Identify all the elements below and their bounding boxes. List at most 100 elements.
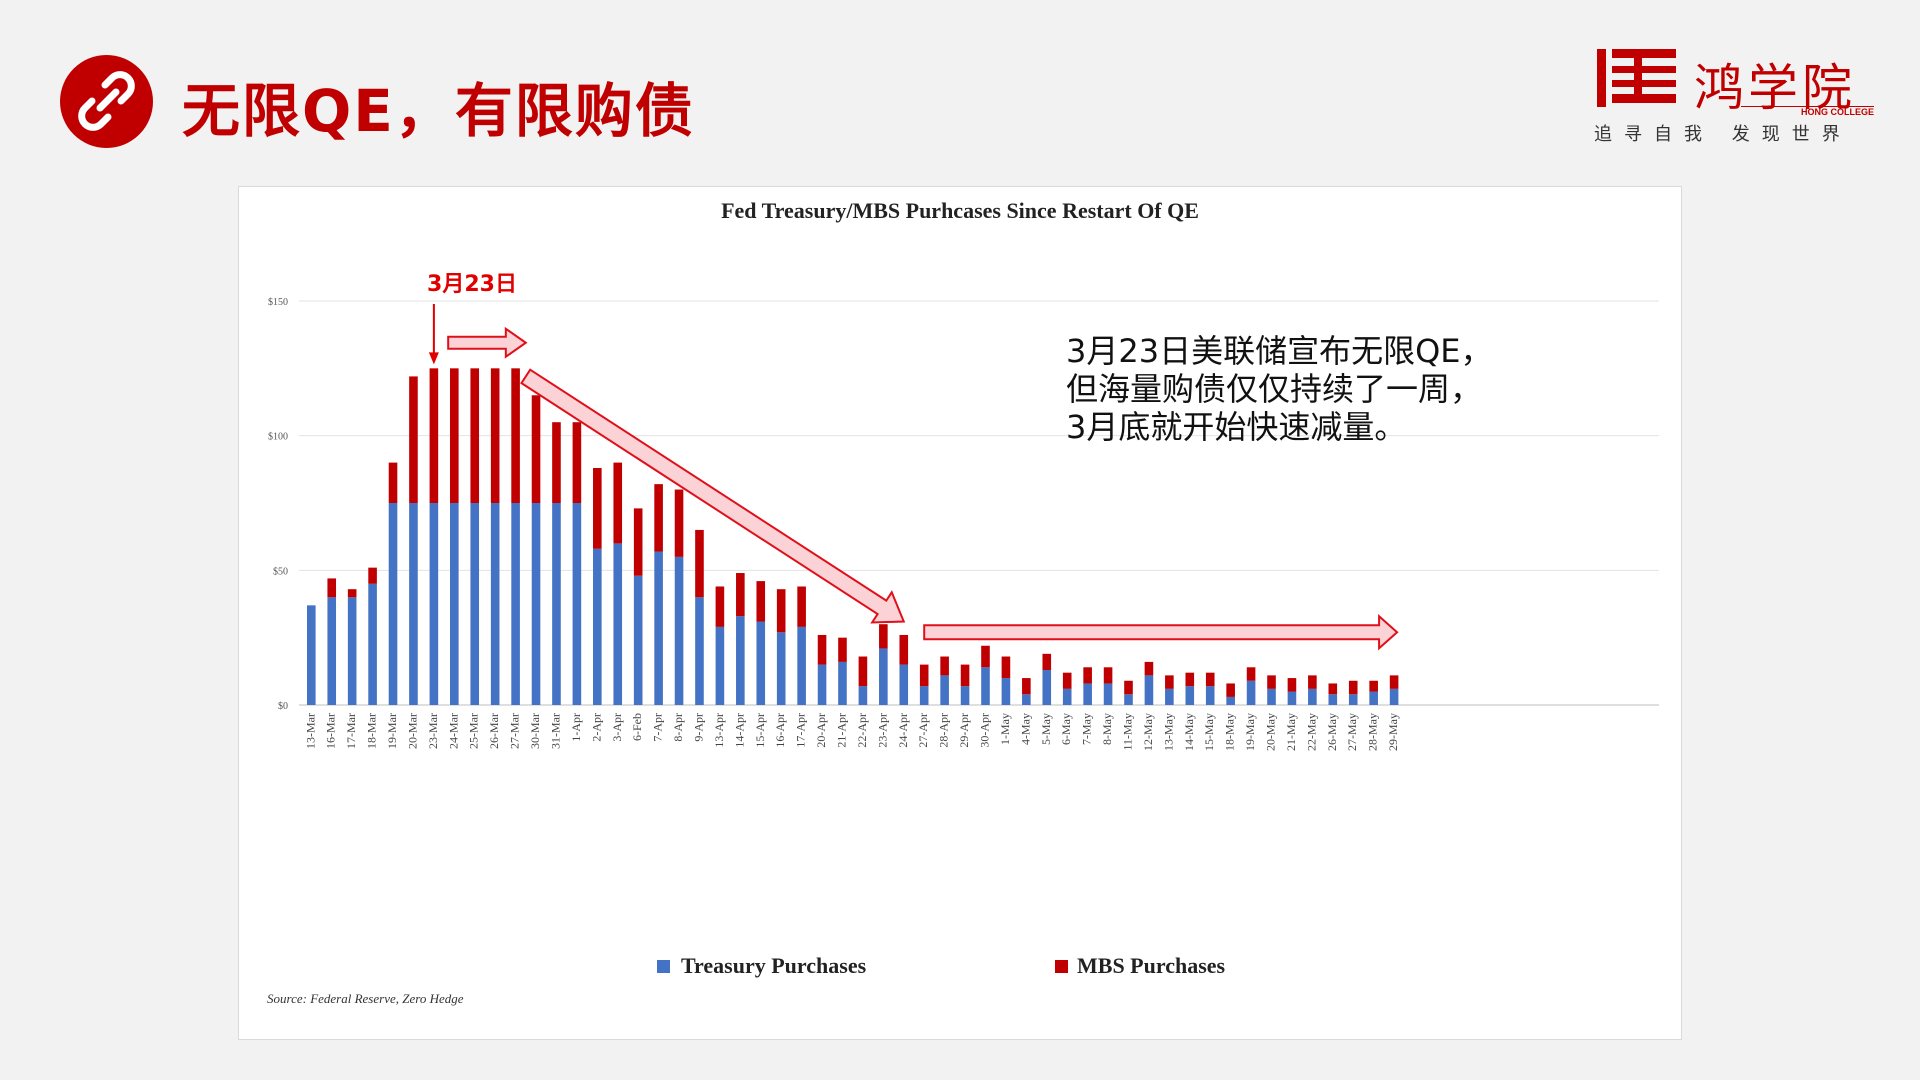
x-tick-label: 24-Mar xyxy=(446,713,460,749)
bar-treasury xyxy=(899,664,909,705)
bar-treasury xyxy=(490,503,500,705)
bar-treasury xyxy=(1062,688,1072,705)
bar-treasury xyxy=(940,675,949,705)
bar-treasury xyxy=(307,605,316,705)
bar-treasury xyxy=(1369,691,1378,705)
bar-mbs xyxy=(450,368,459,503)
x-tick-label: 29-May xyxy=(1386,713,1400,751)
bar-treasury xyxy=(409,503,418,705)
bar-mbs xyxy=(1001,656,1011,679)
bar-treasury xyxy=(756,621,766,705)
bar-treasury xyxy=(695,597,704,705)
x-tick-label: 5-May xyxy=(1039,713,1053,745)
bar-mbs xyxy=(879,624,888,649)
x-tick-label: 11-May xyxy=(1121,713,1135,751)
bar-mbs xyxy=(899,634,909,665)
x-tick-label: 4-May xyxy=(1018,713,1032,745)
callout-text: 3月23日美联储宣布无限QE， 但海量购债仅仅持续了一周， 3月底就开始快速减量… xyxy=(1066,332,1493,446)
bar-mbs xyxy=(1246,667,1256,681)
bar-treasury xyxy=(1348,694,1358,705)
x-tick-label: 8-Apr xyxy=(671,713,685,742)
bar-mbs xyxy=(1226,683,1235,697)
x-tick-label: 30-Apr xyxy=(977,713,991,748)
x-tick-label: 28-May xyxy=(1366,713,1380,751)
link-icon xyxy=(78,71,135,131)
bar-mbs xyxy=(654,484,663,552)
bar-mbs xyxy=(531,395,541,503)
x-tick-label: 19-Mar xyxy=(385,713,399,749)
x-tick-label: 14-May xyxy=(1182,713,1196,751)
x-tick-label: 31-Mar xyxy=(548,713,562,749)
x-tick-label: 26-Mar xyxy=(487,713,501,749)
bar-mbs xyxy=(981,645,990,668)
callout-line-1: 3月23日美联储宣布无限QE， xyxy=(1066,332,1493,370)
bar-treasury xyxy=(470,503,480,705)
bar-treasury xyxy=(1001,678,1011,705)
bar-mbs xyxy=(1042,653,1052,670)
bar-treasury xyxy=(450,503,459,705)
bar-mbs xyxy=(409,376,418,503)
bar-mbs xyxy=(368,567,377,584)
x-tick-label: 27-Mar xyxy=(508,713,522,749)
bar-treasury xyxy=(1042,669,1052,705)
x-tick-label: 15-May xyxy=(1202,713,1216,751)
x-tick-label: 17-Mar xyxy=(344,713,358,749)
bar-mbs xyxy=(1389,675,1399,689)
x-tick-label: 29-Apr xyxy=(957,713,971,748)
bar-mbs xyxy=(470,368,480,503)
x-tick-label: 1-May xyxy=(998,713,1012,745)
x-tick-label: 2-Apr xyxy=(589,713,603,742)
x-tick-label: 12-May xyxy=(1141,713,1155,751)
bar-mbs xyxy=(327,578,337,598)
bar-mbs xyxy=(511,368,520,503)
bar-treasury xyxy=(1022,694,1031,705)
bar-treasury xyxy=(817,664,827,705)
bar-treasury xyxy=(368,583,377,705)
x-tick-label: 21-May xyxy=(1284,713,1298,751)
x-tick-label: 15-Apr xyxy=(753,713,767,748)
brand-logo: 鸿学院 HONG COLLEGE 追寻自我 发现世界 xyxy=(1594,42,1884,152)
x-tick-label: 20-Apr xyxy=(814,713,828,748)
bar-treasury xyxy=(613,543,623,705)
x-tick-label: 6-May xyxy=(1059,713,1073,745)
bar-mbs xyxy=(736,573,745,617)
bar-mbs xyxy=(1348,680,1358,695)
chart-svg: Fed Treasury/MBS Purhcases Since Restart… xyxy=(267,198,1659,1006)
flat-trend-arrow xyxy=(923,614,1399,651)
seal-logo-icon xyxy=(1597,49,1676,107)
bar-treasury xyxy=(593,548,602,705)
bar-treasury xyxy=(960,686,970,705)
bar-mbs xyxy=(633,508,643,576)
brand-slogan: 追寻自我 发现世界 xyxy=(1594,124,1852,145)
bar-mbs xyxy=(1022,678,1031,695)
bar-mbs xyxy=(858,656,868,687)
bar-mbs xyxy=(919,664,929,687)
bar-treasury xyxy=(327,597,337,705)
x-axis: 13-Mar 16-Mar 17-Mar 18-Mar 19-Mar 20-Mar 23-M… xyxy=(303,713,1400,751)
bar-treasury xyxy=(879,648,888,705)
bar-treasury xyxy=(511,503,520,705)
bar-treasury xyxy=(1083,683,1092,705)
callout-line-3: 3月底就开始快速减量。 xyxy=(1066,408,1407,446)
x-tick-label: 13-Apr xyxy=(712,713,726,748)
bar-mbs xyxy=(388,462,398,503)
bar-mbs xyxy=(797,586,806,627)
bar-treasury xyxy=(1389,688,1399,705)
x-tick-label: 25-Mar xyxy=(467,713,481,749)
x-tick-label: 20-Mar xyxy=(405,713,419,749)
peak-week-arrow xyxy=(447,326,528,359)
x-tick-label: 22-May xyxy=(1304,713,1318,751)
bars xyxy=(307,368,1399,705)
bar-mbs xyxy=(593,467,602,549)
bar-treasury xyxy=(838,661,847,705)
brand-name: 鸿学院 xyxy=(1694,59,1856,117)
bar-mbs xyxy=(429,368,439,503)
bar-mbs xyxy=(1083,667,1092,684)
bar-treasury xyxy=(1205,686,1215,705)
x-tick-label: 24-Apr xyxy=(896,713,910,748)
trend-arrows xyxy=(428,304,1399,651)
bar-mbs xyxy=(1287,678,1297,692)
x-tick-label: 28-Apr xyxy=(937,713,951,748)
bar-treasury xyxy=(1246,680,1256,705)
header-icon xyxy=(60,55,153,148)
